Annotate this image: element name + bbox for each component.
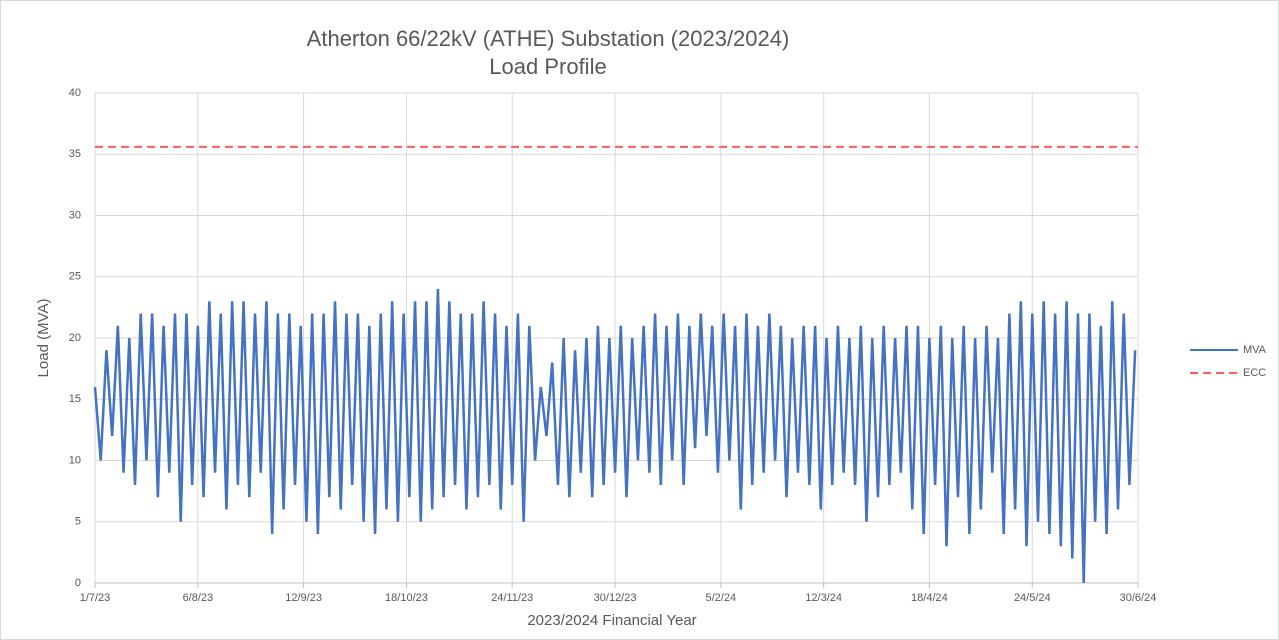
x-axis-title: 2023/2024 Financial Year bbox=[527, 612, 696, 629]
x-tick-label: 30/6/24 bbox=[1120, 592, 1157, 604]
x-tick-label: 12/3/24 bbox=[805, 592, 842, 604]
legend-label: ECC bbox=[1243, 367, 1266, 379]
y-tick-label: 40 bbox=[69, 87, 81, 99]
chart-title: Atherton 66/22kV (ATHE) Substation (2023… bbox=[307, 26, 790, 51]
x-tick-label: 18/10/23 bbox=[385, 592, 428, 604]
x-tick-label: 24/5/24 bbox=[1014, 592, 1051, 604]
y-tick-label: 10 bbox=[69, 454, 81, 466]
x-tick-label: 30/12/23 bbox=[594, 592, 637, 604]
y-tick-label: 35 bbox=[69, 148, 81, 160]
y-tick-label: 5 bbox=[75, 516, 81, 528]
y-tick-label: 30 bbox=[69, 209, 81, 221]
series-line bbox=[93, 288, 1137, 584]
x-tick-label: 24/11/23 bbox=[491, 592, 533, 604]
x-tick-label: 12/9/23 bbox=[285, 592, 322, 604]
y-tick-label: 20 bbox=[69, 332, 81, 344]
legend-label: MVA bbox=[1243, 344, 1267, 356]
y-axis-title: Load (MVA) bbox=[35, 299, 52, 378]
y-tick-label: 0 bbox=[75, 577, 81, 589]
y-tick-label: 25 bbox=[69, 271, 81, 283]
x-tick-label: 18/4/24 bbox=[911, 592, 948, 604]
x-tick-label: 6/8/23 bbox=[183, 592, 214, 604]
y-tick-label: 15 bbox=[69, 393, 81, 405]
x-tick-label: 5/2/24 bbox=[706, 592, 737, 604]
x-tick-label: 1/7/23 bbox=[80, 592, 111, 604]
chart-title: Load Profile bbox=[489, 54, 606, 79]
